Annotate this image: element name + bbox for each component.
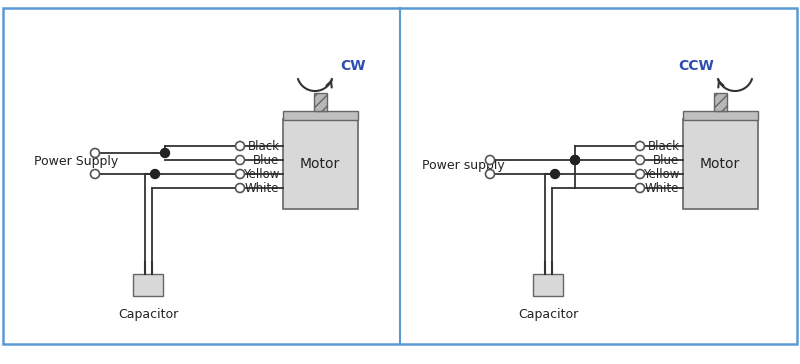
Bar [282,111,358,120]
Text: Capacitor: Capacitor [118,308,178,321]
Bar [133,274,163,296]
Text: Black: Black [247,139,279,153]
Circle shape [550,170,559,178]
Text: Motor: Motor [300,157,340,171]
Text: White: White [645,182,679,194]
Circle shape [150,170,159,178]
Circle shape [635,183,645,193]
Circle shape [486,170,494,178]
Circle shape [235,183,245,193]
Circle shape [235,170,245,178]
Bar [682,119,758,209]
Text: Power supply: Power supply [422,158,505,171]
Text: Yellow: Yellow [643,167,679,181]
Circle shape [90,170,99,178]
Text: Yellow: Yellow [243,167,279,181]
Text: White: White [245,182,279,194]
Bar [682,111,758,120]
Bar [282,119,358,209]
Bar [714,93,726,111]
Circle shape [570,155,579,165]
Circle shape [90,149,99,158]
Circle shape [635,170,645,178]
Circle shape [486,155,494,165]
Bar [314,93,326,111]
Text: CCW: CCW [678,59,714,73]
Text: Capacitor: Capacitor [518,308,578,321]
Circle shape [570,155,579,165]
Bar [533,274,563,296]
Text: Motor: Motor [700,157,740,171]
Circle shape [161,149,170,158]
Text: Black: Black [647,139,679,153]
Text: Blue: Blue [654,154,679,166]
Circle shape [635,142,645,150]
Text: Power Supply: Power Supply [34,155,118,168]
Circle shape [235,155,245,165]
Text: CW: CW [340,59,366,73]
Circle shape [235,142,245,150]
Text: Blue: Blue [254,154,279,166]
Circle shape [635,155,645,165]
